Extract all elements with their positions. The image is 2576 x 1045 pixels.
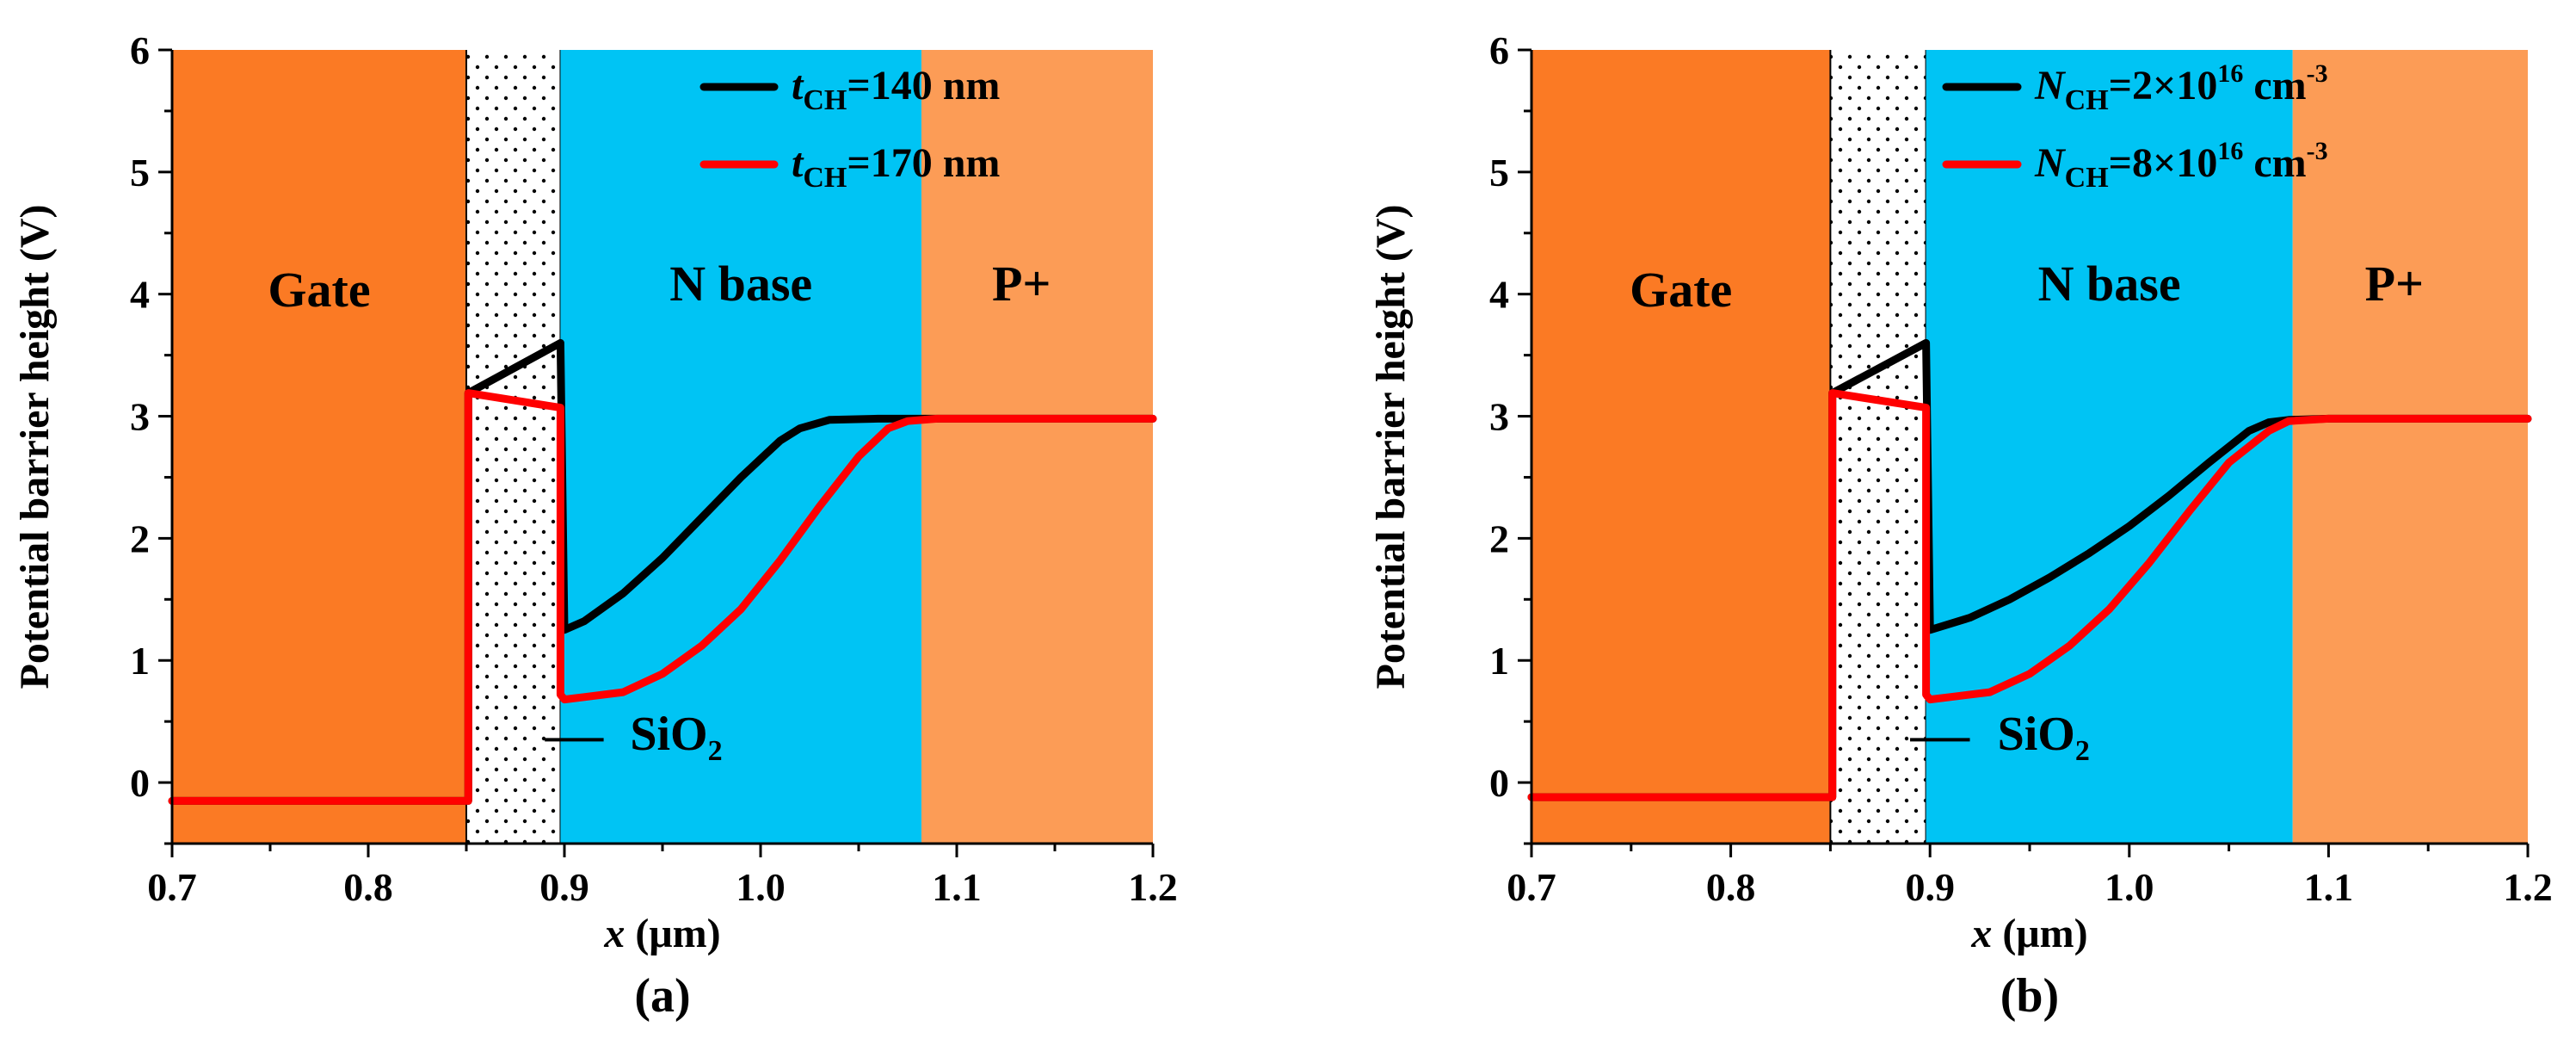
x-axis: 0.7 0.8 0.9 1.0 1.1 1.2 xyxy=(147,844,1178,909)
series-line-red xyxy=(168,389,1157,805)
legend-var: t xyxy=(792,63,804,108)
region-gate xyxy=(172,50,466,844)
region-label-gate: Gate xyxy=(268,262,370,318)
y-tick-label: 1 xyxy=(1489,639,1509,683)
y-tick-label: 2 xyxy=(130,516,150,560)
series-line-black xyxy=(168,338,1157,805)
y-tick-label: 2 xyxy=(1489,516,1509,560)
legend-sup: 16 xyxy=(2217,59,2243,88)
legend-sup2: -3 xyxy=(2307,59,2328,88)
y-axis: 0 1 2 3 4 5 6 xyxy=(130,28,172,845)
region-sio2 xyxy=(1830,50,1926,844)
region-p- xyxy=(2292,50,2528,844)
y-tick-label: 3 xyxy=(1489,395,1509,439)
legend-mid: =170 nm xyxy=(847,140,1000,186)
legend-var: N xyxy=(2034,140,2067,186)
legend-mid: =2×10 xyxy=(2109,63,2218,108)
x-tick-label: 1.0 xyxy=(736,865,786,909)
sio2-label-base: SiO xyxy=(630,708,707,761)
x-tick-label: 0.9 xyxy=(1905,865,1955,909)
series-line-black xyxy=(1527,338,2532,801)
x-tick-label: 1.2 xyxy=(2503,865,2553,909)
legend-sub: CH xyxy=(2065,84,2109,116)
x-axis-title-var: x xyxy=(1970,911,1992,956)
panel-label: (a) xyxy=(634,969,690,1023)
x-axis-title: x (μm) xyxy=(603,911,720,956)
y-tick-label: 0 xyxy=(1489,761,1509,805)
sio2-label-sub: 2 xyxy=(708,735,723,767)
legend-tail: cm xyxy=(2243,140,2306,186)
y-tick-label: 1 xyxy=(130,639,150,683)
x-axis-title-var: x xyxy=(603,911,625,956)
x-tick-label: 0.9 xyxy=(539,865,589,909)
series-line-red xyxy=(1527,389,2532,801)
x-axis-title-unit: (μm) xyxy=(625,911,720,956)
region-label-n-base: N base xyxy=(2038,256,2181,312)
y-tick-label: 6 xyxy=(1489,28,1509,72)
legend-sup2: -3 xyxy=(2307,137,2328,165)
y-tick-label: 5 xyxy=(130,151,150,195)
legend-mid: =140 nm xyxy=(847,63,1000,108)
sio2-label: SiO2 xyxy=(1998,708,2090,767)
y-axis-title: Potential barrier height (V) xyxy=(12,205,58,689)
region-layer: Gate N base P+ xyxy=(1531,50,2528,844)
legend-label-red: NCH=8×1016 cm-3 xyxy=(2034,137,2328,194)
y-tick-label: 4 xyxy=(1489,273,1509,317)
region-label-p-: P+ xyxy=(992,256,1051,312)
region-sio2 xyxy=(466,50,561,844)
sio2-label: SiO2 xyxy=(630,708,722,767)
y-axis: 0 1 2 3 4 5 6 xyxy=(1489,28,1531,845)
legend-label-red: tCH=170 nm xyxy=(792,140,1000,194)
x-axis: 0.7 0.8 0.9 1.0 1.1 1.2 xyxy=(1507,844,2553,909)
x-axis-title: x (μm) xyxy=(1970,911,2087,956)
region-layer: Gate N base P+ xyxy=(172,50,1153,844)
region-label-gate: Gate xyxy=(1630,262,1732,318)
region-p- xyxy=(921,50,1153,844)
legend-tail: cm xyxy=(2243,63,2306,108)
legend-sub: CH xyxy=(2065,162,2109,194)
y-tick-label: 0 xyxy=(130,761,150,805)
x-tick-label: 1.0 xyxy=(2105,865,2154,909)
series-layer xyxy=(168,338,1157,805)
legend-var: t xyxy=(792,140,804,186)
legend-mid: =8×10 xyxy=(2109,140,2218,186)
x-tick-label: 1.2 xyxy=(1128,865,1178,909)
y-tick-label: 3 xyxy=(130,395,150,439)
x-axis-title-unit: (μm) xyxy=(1992,911,2087,956)
sio2-label-base: SiO xyxy=(1998,708,2075,761)
legend-sup: 16 xyxy=(2217,137,2243,165)
panel-label: (b) xyxy=(2000,969,2059,1023)
x-tick-label: 0.7 xyxy=(147,865,197,909)
legend-sub: CH xyxy=(803,84,847,116)
x-tick-label: 1.1 xyxy=(2304,865,2354,909)
region-label-n-base: N base xyxy=(669,256,812,312)
x-tick-label: 0.8 xyxy=(343,865,393,909)
y-tick-label: 5 xyxy=(1489,151,1509,195)
legend-label-black: tCH=140 nm xyxy=(792,63,1000,116)
y-axis-title: Potential barrier height (V) xyxy=(1368,205,1414,689)
region-n-base xyxy=(560,50,921,844)
x-tick-label: 0.8 xyxy=(1706,865,1756,909)
x-tick-label: 0.7 xyxy=(1507,865,1556,909)
region-gate xyxy=(1531,50,1831,844)
x-tick-label: 1.1 xyxy=(932,865,982,909)
y-tick-label: 6 xyxy=(130,28,150,72)
legend-label-black: NCH=2×1016 cm-3 xyxy=(2034,59,2328,116)
legend-sub: CH xyxy=(803,162,847,194)
y-tick-label: 4 xyxy=(130,273,150,317)
series-layer xyxy=(1527,338,2532,801)
region-label-p-: P+ xyxy=(2365,256,2424,312)
legend-var: N xyxy=(2034,63,2067,108)
sio2-label-sub: 2 xyxy=(2075,735,2090,767)
